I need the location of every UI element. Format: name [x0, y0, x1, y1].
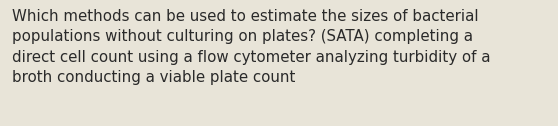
Text: Which methods can be used to estimate the sizes of bacterial
populations without: Which methods can be used to estimate th… [12, 9, 491, 85]
